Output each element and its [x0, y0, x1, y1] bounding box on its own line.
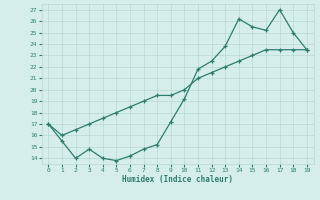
X-axis label: Humidex (Indice chaleur): Humidex (Indice chaleur) — [122, 175, 233, 184]
